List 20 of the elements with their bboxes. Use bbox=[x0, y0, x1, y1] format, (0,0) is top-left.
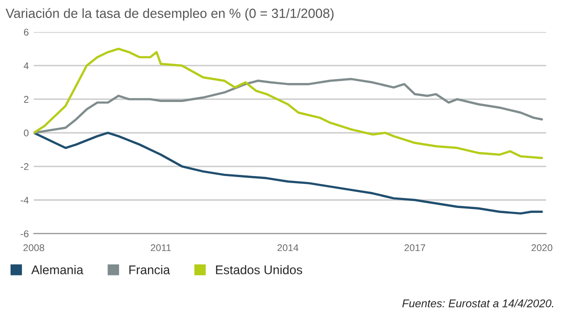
legend-label: Francia bbox=[129, 265, 170, 274]
line-series bbox=[34, 48, 543, 160]
y-tick-label: 2 bbox=[24, 96, 28, 103]
chart-title: Variación de la tasa de desempleo en % (0 = 31/1/2008) bbox=[6, 8, 334, 21]
y-tick-label: 0 bbox=[24, 130, 29, 136]
line-series bbox=[34, 78, 543, 134]
line-series bbox=[34, 132, 543, 215]
x-tick-label: 2014 bbox=[278, 244, 298, 252]
x-tick-label: 2011 bbox=[150, 244, 171, 252]
x-tick-label: 2017 bbox=[404, 244, 426, 252]
x-tick-label: 2020 bbox=[532, 244, 552, 252]
y-tick-label: -4 bbox=[20, 196, 29, 204]
x-tick-label: 2008 bbox=[23, 244, 44, 252]
y-tick-label: -6 bbox=[20, 230, 28, 238]
legend-label: Estados Unidos bbox=[216, 265, 302, 274]
y-tick-label: 6 bbox=[24, 28, 28, 36]
source-note: Fuentes: Eurostat a 14/4/2020. bbox=[402, 299, 554, 308]
legend-label: Alemania bbox=[31, 265, 84, 274]
y-tick-label: -2 bbox=[20, 163, 28, 170]
y-tick-label: 4 bbox=[24, 62, 29, 70]
